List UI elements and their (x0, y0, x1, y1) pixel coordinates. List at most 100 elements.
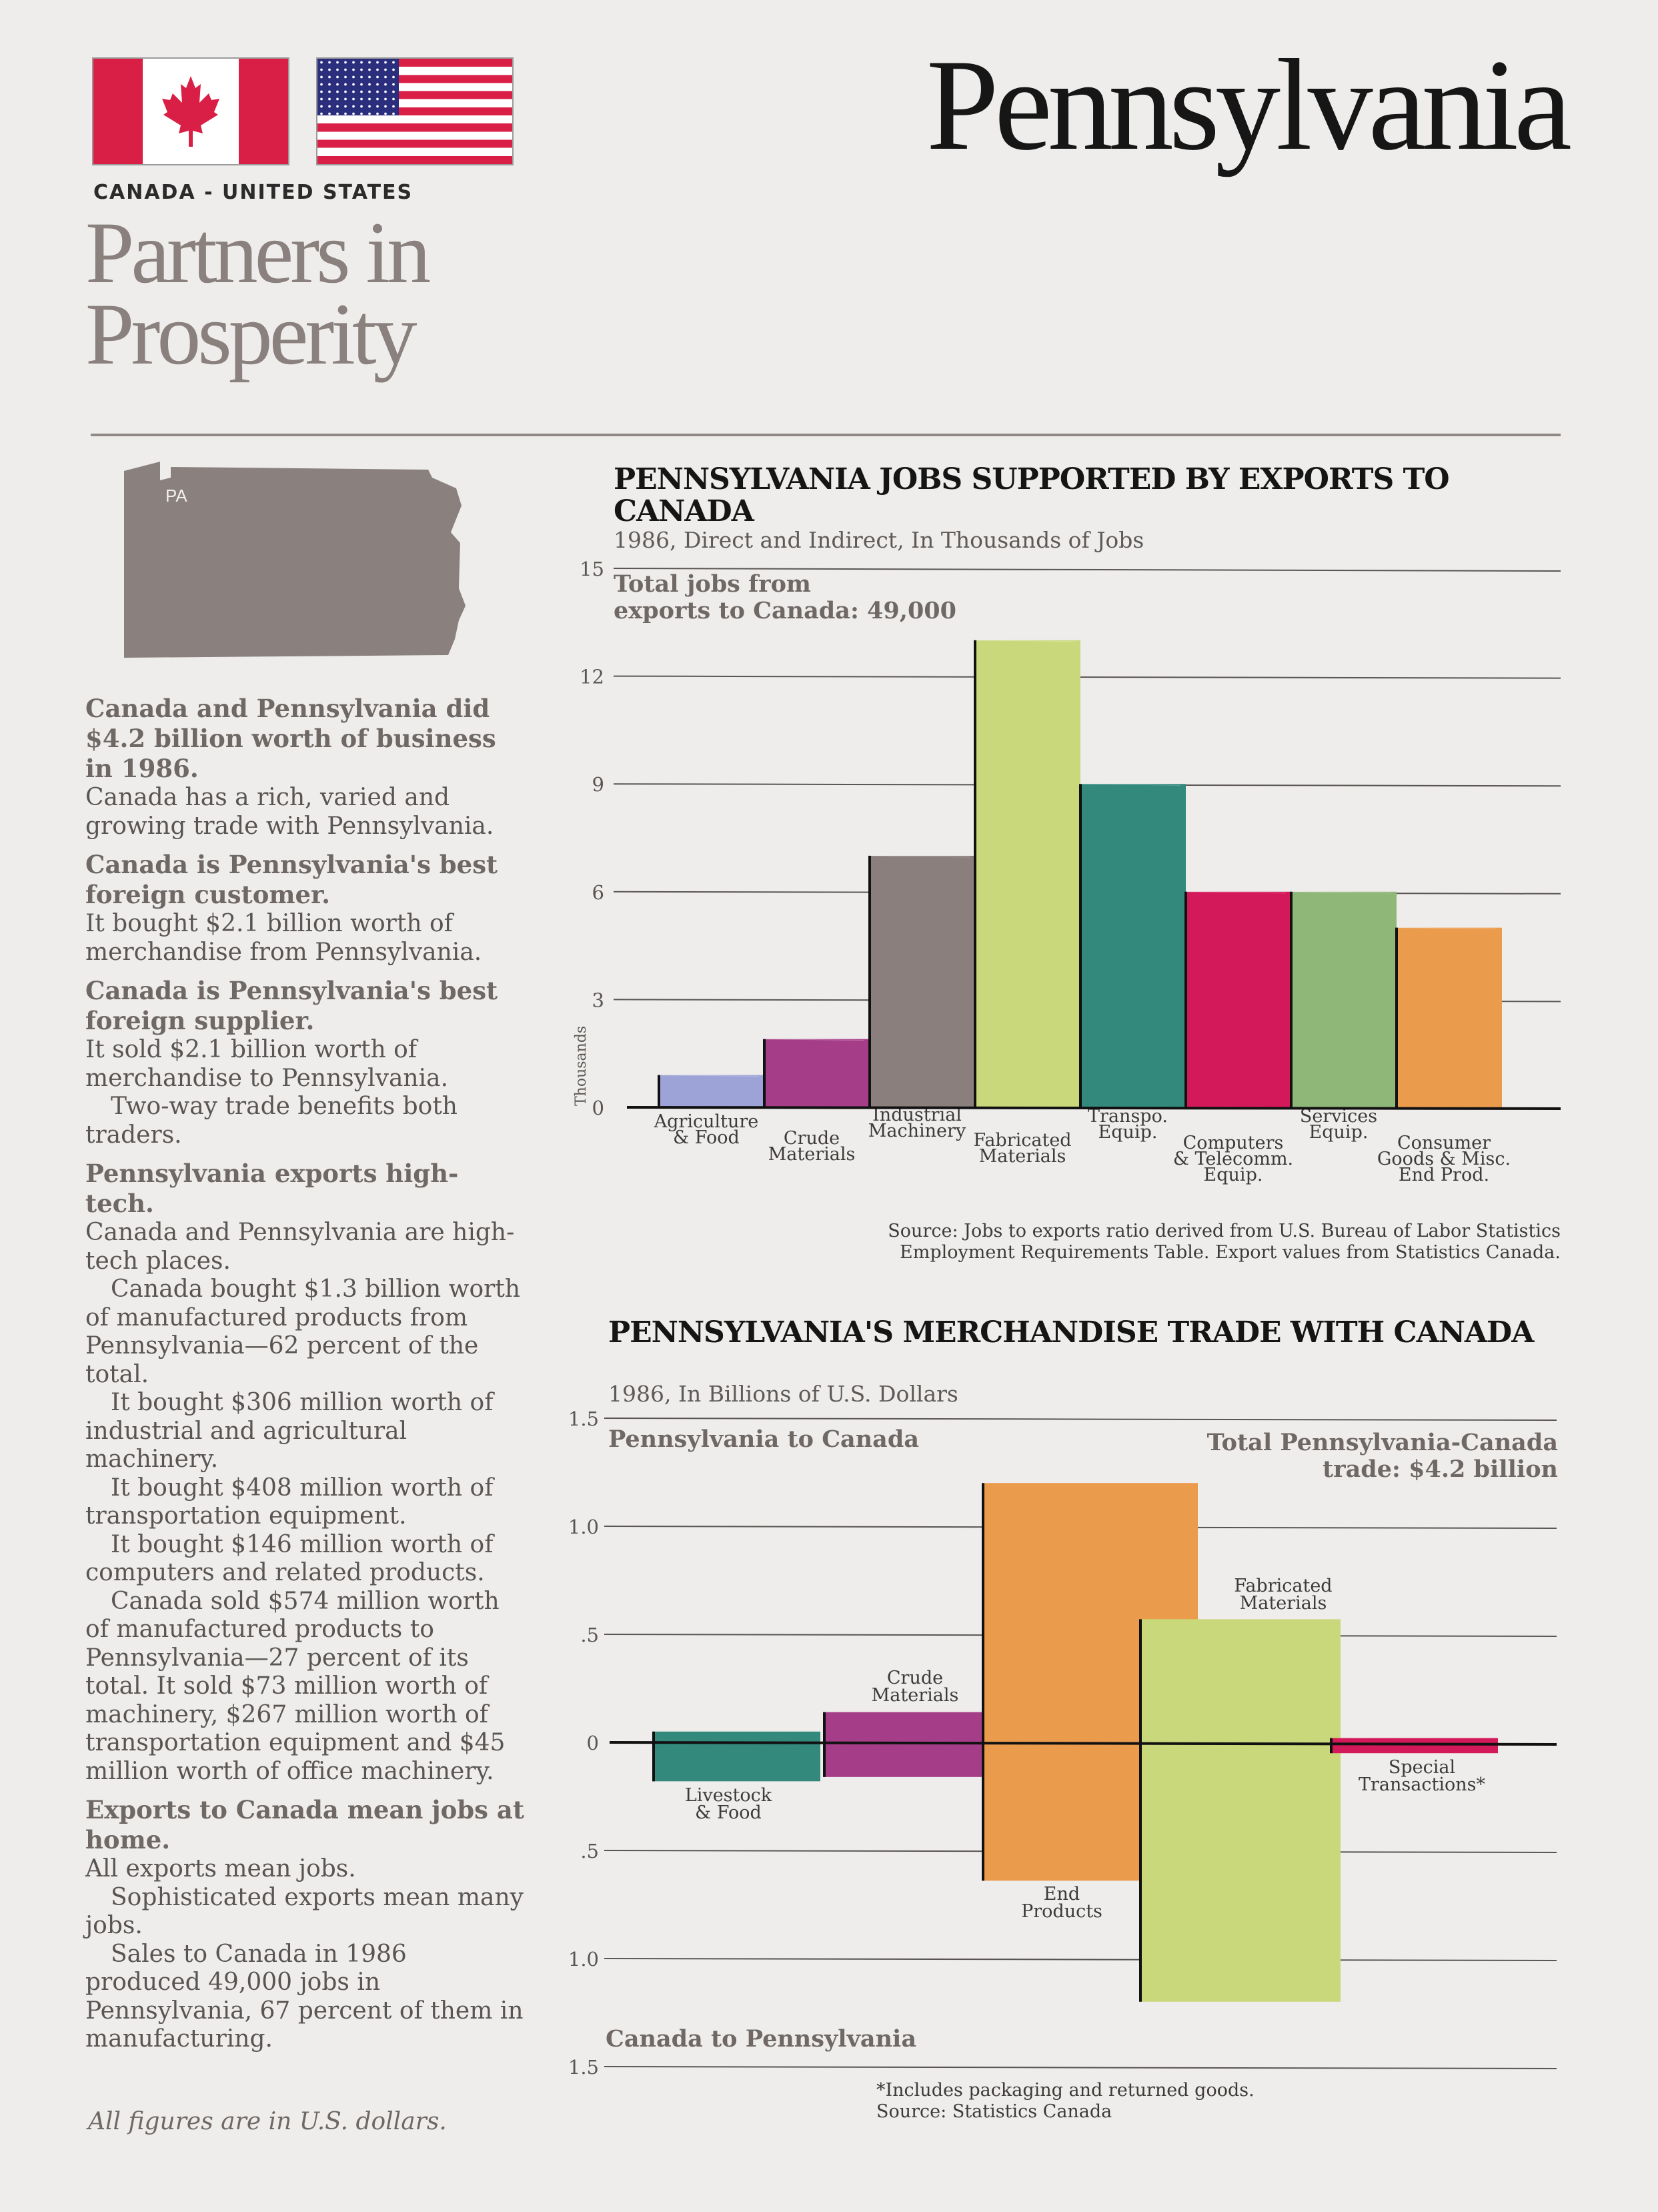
x-category-label: End (1044, 1884, 1080, 1904)
x-category-label: End Prod. (1399, 1165, 1489, 1185)
bar (1397, 927, 1502, 1107)
header-divider (91, 434, 1561, 436)
x-category-label: Fabricated (973, 1130, 1071, 1151)
canada-to-pa-label: Canada to Pennsylvania (606, 2025, 917, 2053)
sidebar-paragraph: Canada and Pennsylvania are high-tech pl… (85, 1219, 515, 1275)
y-tick-label: 12 (580, 666, 604, 688)
x-category-label: Transactions* (1359, 1774, 1485, 1795)
bar-top-edge (764, 1039, 865, 1041)
y-tick-label: 0 (592, 1097, 604, 1119)
page-title: Pennsylvania (926, 33, 1572, 177)
trade-chart-title: PENNSYLVANIA'S MERCHANDISE TRADE WITH CA… (608, 1315, 1534, 1349)
sidebar-paragraph: Sales to Canada in 1986 produced 49,000 … (85, 1940, 524, 2053)
bar-top-edge (869, 855, 970, 858)
bar (659, 1075, 764, 1107)
x-category-label: & Telecomm. (1173, 1149, 1293, 1169)
bar-top-edge (1291, 891, 1392, 894)
bar-top-edge (974, 640, 1076, 642)
bar (1331, 1738, 1498, 1754)
trade-total-line-2: trade: $4.2 billion (1322, 1456, 1558, 1483)
sidebar-paragraph: Canada has a rich, varied and growing tr… (85, 784, 494, 840)
bar (870, 855, 975, 1107)
trade-chart-notes: *Includes packaging and returned goods. … (876, 2080, 1255, 2123)
sidebar-paragraph: Canada sold $574 million worth of manufa… (85, 1587, 506, 1785)
y-tick-label: 6 (592, 881, 604, 904)
y-tick-label: .5 (580, 1624, 599, 1646)
bar-top-edge (1080, 783, 1181, 786)
x-category-label: Machinery (868, 1121, 966, 1141)
y-tick-label: 1.5 (568, 1408, 599, 1430)
x-category-label: Equip. (1204, 1165, 1263, 1185)
sidebar-paragraph: It bought $306 million worth of industri… (85, 1389, 494, 1473)
pa-to-canada-label: Pennsylvania to Canada (608, 1426, 920, 1453)
y-tick-label: 9 (592, 773, 604, 796)
slogan-line-1: Partners in (85, 203, 431, 302)
bar-top-edge (1185, 891, 1287, 894)
jobs-source-line-1: Source: Jobs to exports ratio derived fr… (888, 1221, 1561, 1241)
sidebar-paragraph: It sold $2.1 billion worth of merchandis… (85, 1036, 449, 1092)
gridline (604, 1958, 1557, 1961)
jobs-total-line-1: Total jobs from (614, 570, 811, 598)
x-category-label: Materials (1240, 1593, 1327, 1614)
sidebar-heading: Exports to Canada mean jobs at home. (85, 1795, 524, 1854)
sidebar-paragraph: It bought $408 million worth of transpor… (85, 1474, 494, 1530)
y-tick-label: 15 (580, 558, 604, 580)
x-category-label: Fabricated (1234, 1576, 1332, 1596)
canada-flag-icon (92, 57, 289, 165)
x-category-label: Materials (979, 1146, 1066, 1167)
gridline (604, 2066, 1557, 2069)
jobs-total-line-2: exports to Canada: 49,000 (614, 597, 957, 624)
sidebar-paragraph: Sophisticated exports mean many jobs. (85, 1883, 524, 1940)
bar (1186, 891, 1291, 1107)
y-tick-label: .5 (580, 1840, 599, 1862)
zero-axis-line (609, 1741, 1557, 1746)
kicker-text: CANADA - UNITED STATES (93, 181, 413, 204)
sidebar-heading: Canada is Pennsylvania's best foreign cu… (85, 850, 498, 909)
x-category-label: Products (1021, 1901, 1102, 1922)
bar (654, 1731, 820, 1782)
pennsylvania-map-icon (124, 462, 466, 658)
sidebar-paragraph: Two-way trade benefits both traders. (85, 1093, 458, 1149)
figures-footnote: All figures are in U.S. dollars. (88, 2108, 447, 2135)
x-category-label: Materials (872, 1685, 959, 1706)
slogan: Partners in Prosperity (85, 203, 431, 383)
y-tick-label: 3 (592, 989, 604, 1011)
trade-chart-subtitle: 1986, In Billions of U.S. Dollars (608, 1381, 958, 1407)
y-tick-label: 1.5 (568, 2056, 599, 2079)
sidebar-heading: Canada and Pennsylvania did $4.2 billion… (85, 694, 496, 783)
bar (824, 1712, 996, 1777)
bar (1291, 891, 1397, 1107)
map-label: PA (165, 486, 187, 506)
bar-top-edge (1396, 927, 1497, 930)
x-category-label: Equip. (1098, 1122, 1158, 1143)
sidebar-heading: Canada is Pennsylvania's best foreign su… (85, 976, 498, 1035)
x-category-label: Crude (887, 1668, 943, 1688)
sidebar-text: Canada and Pennsylvania did $4.2 billion… (85, 694, 526, 2054)
x-category-label: Special (1389, 1757, 1455, 1778)
sidebar-paragraph: It bought $2.1 billion worth of merchand… (85, 910, 482, 966)
sidebar-paragraph: It bought $146 million worth of computer… (85, 1530, 494, 1587)
sidebar-paragraph: All exports mean jobs. (85, 1855, 356, 1882)
x-category-label: Livestock (685, 1785, 772, 1806)
sidebar-heading: Pennsylvania exports high-tech. (85, 1159, 459, 1218)
x-axis-baseline (626, 1106, 1561, 1110)
gridline (604, 1418, 1557, 1421)
bar (764, 1039, 870, 1107)
sidebar-paragraph: Canada bought $1.3 billion worth of manu… (85, 1275, 521, 1388)
y-tick-label: 1.0 (568, 1516, 599, 1538)
trade-total-note: Total Pennsylvania-Canada trade: $4.2 bi… (1207, 1430, 1558, 1483)
bar (1140, 1619, 1341, 2002)
bar (1080, 784, 1186, 1107)
slogan-line-2: Prosperity (85, 285, 418, 383)
jobs-source-line-2: Employment Requirements Table. Export va… (900, 1242, 1561, 1263)
bar-top-edge (658, 1075, 760, 1077)
jobs-total-note: Total jobs from exports to Canada: 49,00… (614, 571, 956, 624)
trade-footnote: *Includes packaging and returned goods. (876, 2080, 1255, 2101)
y-axis-label: Thousands (573, 1026, 590, 1106)
gridline (613, 568, 1561, 572)
jobs-chart-source: Source: Jobs to exports ratio derived fr… (887, 1221, 1561, 1263)
us-flag-icon (316, 57, 514, 165)
jobs-chart-subtitle: 1986, Direct and Indirect, In Thousands … (614, 527, 1144, 553)
y-tick-label: 0 (587, 1732, 599, 1754)
